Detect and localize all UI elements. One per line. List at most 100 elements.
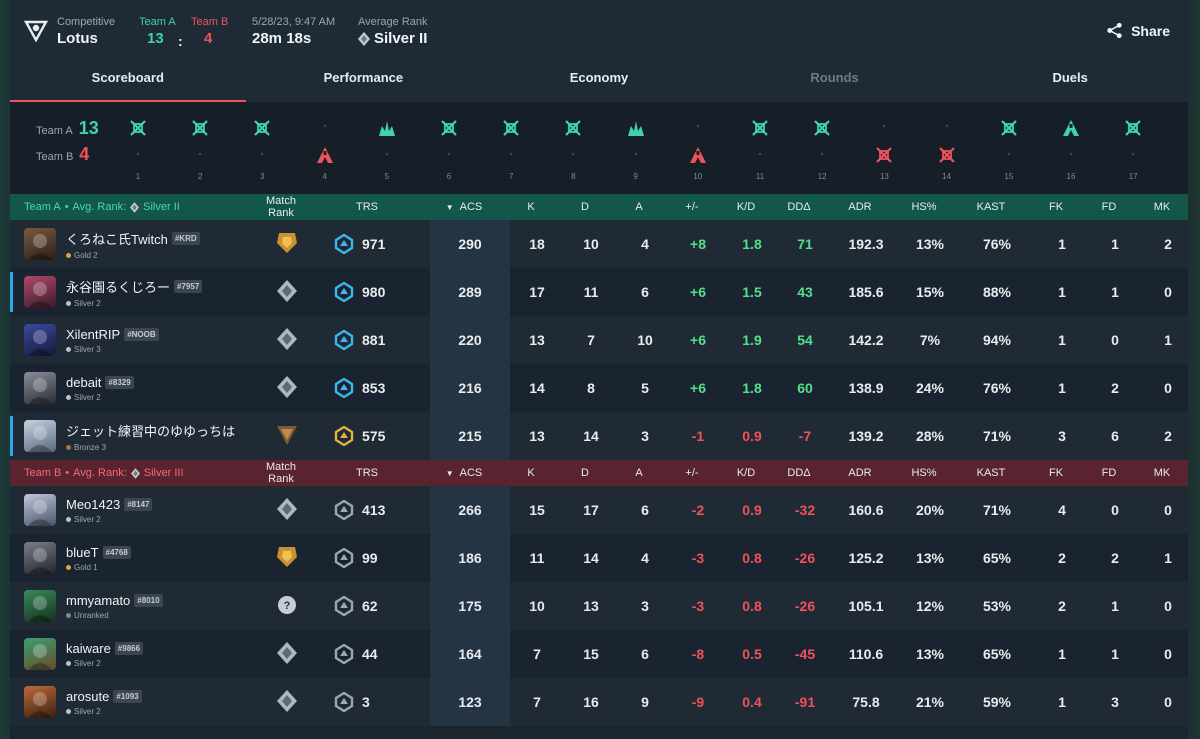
round-empty-dot: [572, 153, 575, 155]
round-13[interactable]: 13: [864, 114, 904, 184]
player-row[interactable]: XilentRIP #NOOB Silver 3 881 220 13 7 10 +6 1.9 54…: [10, 316, 1188, 364]
player-row[interactable]: くろねこ氏Twitch #KRD Gold 2 971 290 18 10 4 +8 1.8 71 1…: [10, 220, 1188, 268]
player-tag: #7957: [174, 279, 203, 293]
tab-performance[interactable]: Performance: [323, 70, 404, 85]
round-5[interactable]: 5: [367, 114, 407, 184]
col-kd[interactable]: K/D: [736, 467, 756, 479]
round-empty-dot: [759, 153, 761, 155]
hs-value: 28%: [915, 428, 945, 444]
col-match-rank[interactable]: Match Rank: [266, 195, 296, 219]
player-cell[interactable]: blueT #4768 Gold 1: [10, 542, 258, 574]
trs-value: 99: [362, 550, 378, 566]
col-kast[interactable]: KAST: [976, 201, 1006, 213]
dd-delta-value: 43: [797, 284, 813, 300]
timeline-team-a: Team A 13: [36, 118, 99, 139]
share-button[interactable]: Share: [1106, 22, 1170, 39]
player-name[interactable]: くろねこ氏Twitch: [66, 231, 168, 247]
col-match-rank[interactable]: Match Rank: [266, 461, 296, 485]
tab-rounds[interactable]: Rounds: [810, 70, 859, 85]
player-row[interactable]: ジェット練習中のゆゆっちは Bronze 3 575 215 13 14 3 -1 0.9 -7 1…: [10, 412, 1188, 460]
rank-dot-icon: [66, 612, 71, 618]
round-number: 3: [260, 172, 265, 181]
player-name[interactable]: arosute: [66, 688, 110, 704]
col-adr[interactable]: ADR: [848, 467, 872, 479]
round-4[interactable]: 4: [305, 114, 345, 184]
col-hs[interactable]: HS%: [911, 467, 937, 479]
round-number: 17: [1128, 172, 1138, 181]
round-17[interactable]: 17: [1113, 114, 1153, 184]
player-row[interactable]: Meo1423 #8147 Silver 2 413 266 15 17 6 -2 0.9 -32 1…: [10, 486, 1188, 534]
col-a[interactable]: A: [635, 201, 643, 213]
player-name[interactable]: blueT: [66, 544, 99, 560]
col-fd[interactable]: FD: [1101, 467, 1117, 479]
player-name[interactable]: XilentRIP: [66, 326, 121, 342]
col-plus-minus[interactable]: +/-: [685, 467, 699, 479]
player-name[interactable]: Meo1423: [66, 496, 121, 512]
round-10[interactable]: 10: [678, 114, 718, 184]
player-cell[interactable]: debait #8329 Silver 2: [10, 372, 258, 404]
tab-duels[interactable]: Duels: [1052, 70, 1088, 85]
player-row[interactable]: debait #8329 Silver 2 853 216 14 8 5 +6 1.8 60 138.…: [10, 364, 1188, 412]
col-trs[interactable]: TRS: [356, 467, 378, 479]
player-cell[interactable]: kaiware #9866 Silver 2: [10, 638, 258, 670]
col-k[interactable]: K: [527, 467, 535, 479]
col-k[interactable]: K: [527, 201, 535, 213]
col-a[interactable]: A: [635, 467, 643, 479]
round-16[interactable]: 16: [1051, 114, 1091, 184]
round-14[interactable]: 14: [927, 114, 967, 184]
col-dd-delta[interactable]: DDΔ: [787, 201, 811, 213]
player-cell[interactable]: XilentRIP #NOOB Silver 3: [10, 324, 258, 356]
round-number: 6: [446, 172, 452, 181]
player-cell[interactable]: ジェット練習中のゆゆっちは Bronze 3: [10, 420, 258, 452]
col-dd-delta[interactable]: DDΔ: [787, 467, 811, 479]
player-name[interactable]: 永谷園るくじろー: [66, 279, 171, 295]
round-8[interactable]: 8: [553, 114, 593, 184]
col-d[interactable]: D: [581, 201, 589, 213]
player-name[interactable]: mmyamato: [66, 592, 131, 608]
tab-economy[interactable]: Economy: [569, 70, 629, 85]
player-row[interactable]: arosute #1093 Silver 2 3 123 7 16 9 -9 0.4 -91 75.8…: [10, 678, 1188, 726]
player-cell[interactable]: 永谷園るくじろー #7957 Silver 2: [10, 276, 258, 308]
col-d[interactable]: D: [581, 467, 589, 479]
player-rank: Bronze 3: [74, 442, 107, 452]
round-2[interactable]: 2: [180, 114, 220, 184]
player-cell[interactable]: mmyamato #8010 Unranked: [10, 590, 258, 622]
round-12[interactable]: 12: [802, 114, 842, 184]
tab-scoreboard[interactable]: Scoreboard: [10, 58, 246, 102]
col-mk[interactable]: MK: [1153, 201, 1171, 213]
player-cell[interactable]: くろねこ氏Twitch #KRD Gold 2: [10, 228, 258, 260]
col-acs[interactable]: ▼ ACS: [424, 460, 504, 486]
player-row[interactable]: blueT #4768 Gold 1 99 186 11 14 4 -3 0.8 -26 125.2 1…: [10, 534, 1188, 582]
round-9[interactable]: 9: [616, 114, 656, 184]
player-row[interactable]: kaiware #9866 Silver 2 44 164 7 15 6 -8 0.5 -45 110…: [10, 630, 1188, 678]
player-row[interactable]: 永谷園るくじろー #7957 Silver 2 980 289 17 11 6 +6 1.5 43 1…: [10, 268, 1188, 316]
team-b-score-block: Team B 4: [191, 16, 228, 48]
player-name[interactable]: debait: [66, 374, 102, 390]
player-name[interactable]: kaiware: [66, 640, 111, 656]
round-1[interactable]: 1: [118, 114, 158, 184]
player-name[interactable]: ジェット練習中のゆゆっちは: [66, 423, 236, 439]
col-kd[interactable]: K/D: [736, 201, 756, 213]
col-fk[interactable]: FK: [1048, 201, 1064, 213]
round-15[interactable]: 15: [989, 114, 1029, 184]
team-b-rows: Meo1423 #8147 Silver 2 413 266 15 17 6 -2 0.9 -32 1…: [10, 486, 1188, 726]
round-11[interactable]: 11: [740, 114, 780, 184]
round-number: 13: [879, 172, 889, 181]
round-7[interactable]: 7: [491, 114, 531, 184]
player-cell[interactable]: arosute #1093 Silver 2: [10, 686, 258, 718]
dd-delta-value: 71: [797, 236, 813, 252]
col-hs[interactable]: HS%: [911, 201, 937, 213]
player-cell[interactable]: Meo1423 #8147 Silver 2: [10, 494, 258, 526]
col-acs[interactable]: ▼ ACS: [424, 194, 504, 220]
col-kast[interactable]: KAST: [976, 467, 1006, 479]
col-adr[interactable]: ADR: [848, 201, 872, 213]
col-trs[interactable]: TRS: [356, 201, 378, 213]
col-plus-minus[interactable]: +/-: [685, 201, 699, 213]
round-6[interactable]: 6: [429, 114, 469, 184]
col-fk[interactable]: FK: [1048, 467, 1064, 479]
player-tag: #4768: [102, 545, 131, 559]
col-fd[interactable]: FD: [1101, 201, 1117, 213]
player-row[interactable]: mmyamato #8010 Unranked? 62 175 10 13 3 -3 0.8 -26…: [10, 582, 1188, 630]
round-3[interactable]: 3: [242, 114, 282, 184]
col-mk[interactable]: MK: [1153, 467, 1171, 479]
